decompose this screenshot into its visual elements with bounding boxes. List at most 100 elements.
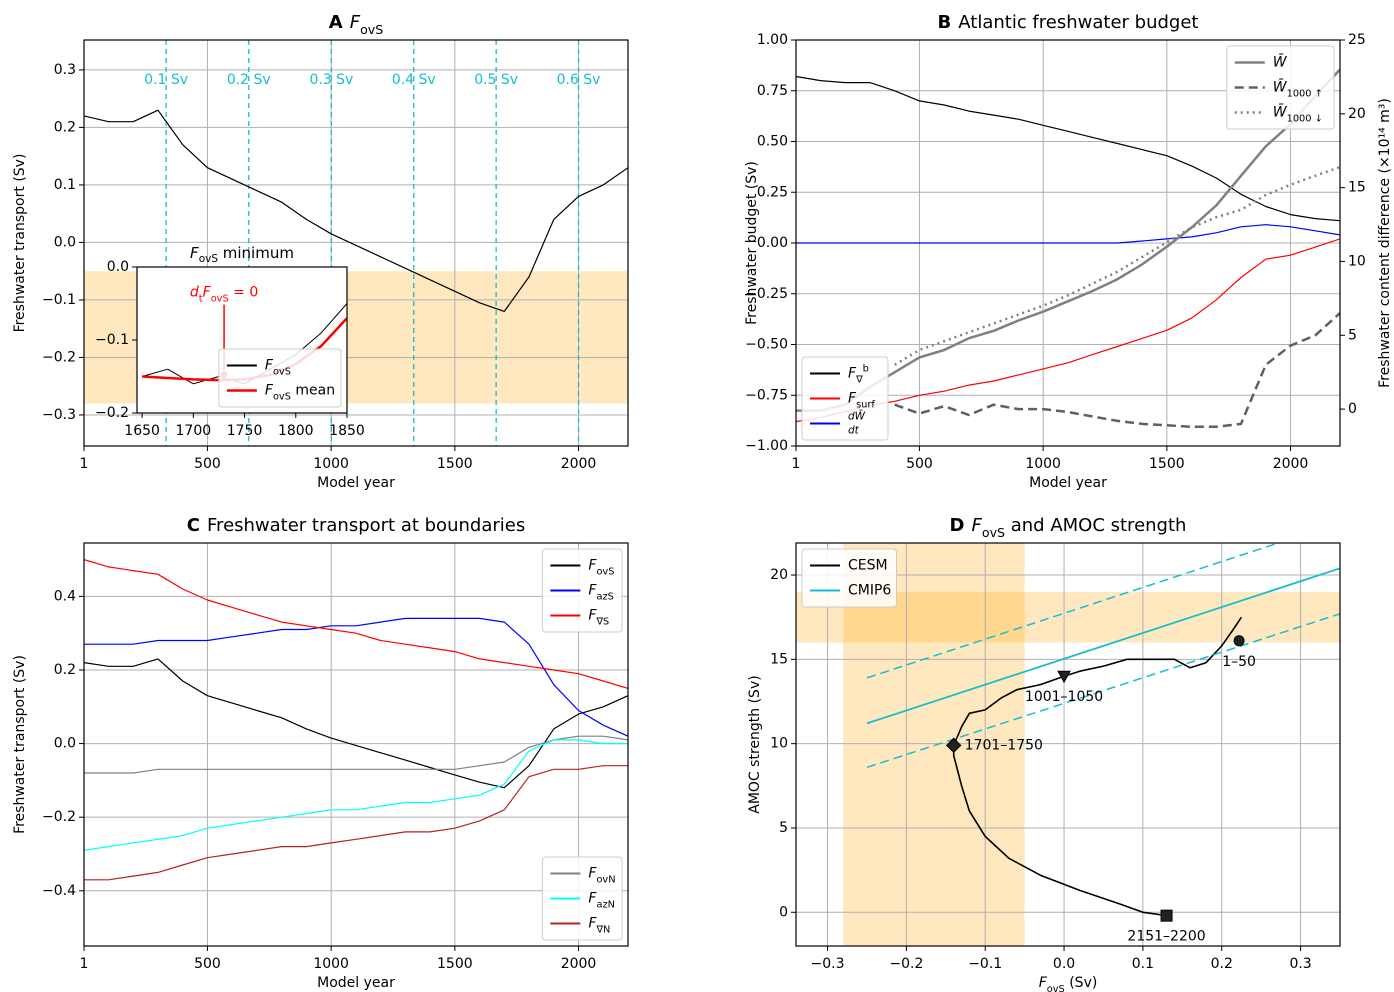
text-part: ovS bbox=[273, 391, 291, 402]
y2-axis-label: Freshwater content difference (×10¹⁴ m³) bbox=[1377, 98, 1393, 388]
reference-label: 0.2 Sv bbox=[227, 72, 271, 88]
y-tick-label: 0.1 bbox=[54, 177, 76, 193]
text-part: dt bbox=[848, 425, 860, 437]
series-line bbox=[84, 739, 628, 851]
y-tick-label: 1.00 bbox=[757, 32, 788, 48]
text-part: ovS bbox=[360, 22, 383, 37]
text-part: CMIP6 bbox=[848, 583, 891, 599]
legend-label: W̄1000 ↓ bbox=[1273, 103, 1323, 124]
y-tick-label: −0.2 bbox=[42, 809, 76, 825]
axes-frame bbox=[795, 542, 1341, 947]
legend-label: FovS mean bbox=[265, 383, 335, 403]
series-line bbox=[84, 658, 628, 789]
x-tick-label: 1500 bbox=[1149, 456, 1185, 472]
x-tick-label: 1 bbox=[80, 956, 89, 972]
marker bbox=[1160, 909, 1173, 922]
text-part: ovN bbox=[596, 874, 615, 885]
text-part: 1000 ↑ bbox=[1287, 88, 1323, 99]
marker bbox=[945, 737, 962, 754]
series-line bbox=[84, 765, 628, 881]
text-part: Freshwater content difference (×10¹⁴ m³) bbox=[1377, 98, 1393, 388]
series-line bbox=[84, 735, 628, 774]
text-part: ovS bbox=[273, 366, 291, 377]
text-part: ∇S bbox=[595, 616, 609, 627]
text-part: and AMOC strength bbox=[1005, 515, 1186, 536]
text-part: d bbox=[190, 285, 199, 301]
y-tick-label: −0.2 bbox=[42, 349, 76, 365]
x-tick-label: 1650 bbox=[124, 423, 160, 439]
text-part: W̄ bbox=[1273, 103, 1288, 121]
legend-label: F∇b bbox=[848, 363, 869, 385]
legend-label: dW̄ dt bbox=[848, 410, 866, 437]
marker-label: 1–50 bbox=[1222, 654, 1256, 670]
x-tick-label: −0.1 bbox=[968, 956, 1002, 972]
text-part: AMOC strength (Sv) bbox=[747, 675, 763, 813]
y-tick-label: 0.2 bbox=[54, 662, 76, 678]
y-tick-label: −1.00 bbox=[745, 438, 788, 454]
text-part: ovS bbox=[596, 566, 614, 577]
text-part: ovS bbox=[199, 253, 219, 265]
text-part: CESM bbox=[848, 558, 888, 574]
legend-box bbox=[541, 548, 623, 633]
y2-tick-label: 10 bbox=[1348, 253, 1366, 269]
text-part: mean bbox=[291, 383, 335, 399]
y-axis-label: Freshwater budget (Sv) bbox=[744, 161, 760, 325]
y-tick-label: 10 bbox=[770, 736, 788, 752]
text-part: Freshwater transport (Sv) bbox=[12, 655, 28, 834]
x-axis-label: FovS (Sv) bbox=[1039, 975, 1098, 992]
y-tick-label: 0.00 bbox=[757, 235, 788, 251]
shaded-band bbox=[843, 543, 1025, 946]
y-tick-label: −0.25 bbox=[745, 286, 788, 302]
text-part: F bbox=[588, 558, 597, 574]
series-line bbox=[84, 559, 628, 689]
y-tick-label: 0 bbox=[779, 904, 788, 920]
x-tick-label: −0.3 bbox=[811, 956, 845, 972]
reference-label: 0.1 Sv bbox=[144, 72, 188, 88]
text-part: 1000 ↓ bbox=[1287, 113, 1323, 124]
x-axis-label: Model year bbox=[1029, 475, 1107, 491]
text-part: F bbox=[350, 12, 361, 33]
legend-label: W̄ bbox=[1273, 53, 1288, 71]
x-tick-label: 500 bbox=[194, 456, 221, 472]
text-part: surf bbox=[856, 399, 875, 410]
x-tick-label: 2000 bbox=[1273, 456, 1309, 472]
legend-label: FazS bbox=[588, 583, 613, 603]
panel-letter: C bbox=[187, 515, 200, 536]
y-axis-label: AMOC strength (Sv) bbox=[747, 675, 763, 813]
text-part: ∇N bbox=[595, 924, 610, 935]
x-tick-label: 1750 bbox=[227, 423, 263, 439]
panel-title: A FovS bbox=[329, 12, 383, 37]
range-line bbox=[866, 613, 1340, 769]
text-part: F bbox=[588, 916, 597, 932]
y-tick-label: −0.4 bbox=[42, 883, 76, 899]
legend-label: FovS bbox=[265, 358, 291, 378]
y-tick-label: 0.50 bbox=[757, 134, 788, 150]
y2-tick-label: 20 bbox=[1348, 106, 1366, 122]
annotation-text: dtFovS = 0 bbox=[190, 285, 258, 305]
text-part: b bbox=[863, 363, 869, 374]
x-tick-label: 1 bbox=[80, 456, 89, 472]
x-tick-label: 2000 bbox=[561, 956, 597, 972]
y-tick-label: 15 bbox=[770, 651, 788, 667]
series-line bbox=[796, 75, 1340, 222]
series-line bbox=[894, 165, 1340, 366]
series-line bbox=[796, 224, 1340, 244]
panel-letter: A bbox=[329, 12, 343, 33]
y-tick-label: −0.1 bbox=[42, 292, 76, 308]
reference-label: 0.3 Sv bbox=[309, 72, 353, 88]
text-part: Freshwater transport at boundaries bbox=[207, 515, 525, 536]
range-line bbox=[866, 543, 1281, 679]
inset-title: FovS minimum bbox=[190, 244, 294, 266]
x-tick-label: 500 bbox=[906, 456, 933, 472]
text-part: Model year bbox=[1029, 475, 1107, 491]
series-line bbox=[84, 109, 628, 312]
x-axis-label: Model year bbox=[317, 975, 395, 991]
x-tick-label: 2000 bbox=[561, 456, 597, 472]
text-part: Model year bbox=[317, 475, 395, 491]
y-tick-label: 0.25 bbox=[757, 184, 788, 200]
text-part: ∇ bbox=[855, 374, 863, 385]
text-part: ovS bbox=[982, 525, 1005, 540]
legend-box bbox=[801, 548, 897, 608]
text-part: (Sv) bbox=[1065, 975, 1098, 991]
legend-box bbox=[218, 348, 342, 408]
